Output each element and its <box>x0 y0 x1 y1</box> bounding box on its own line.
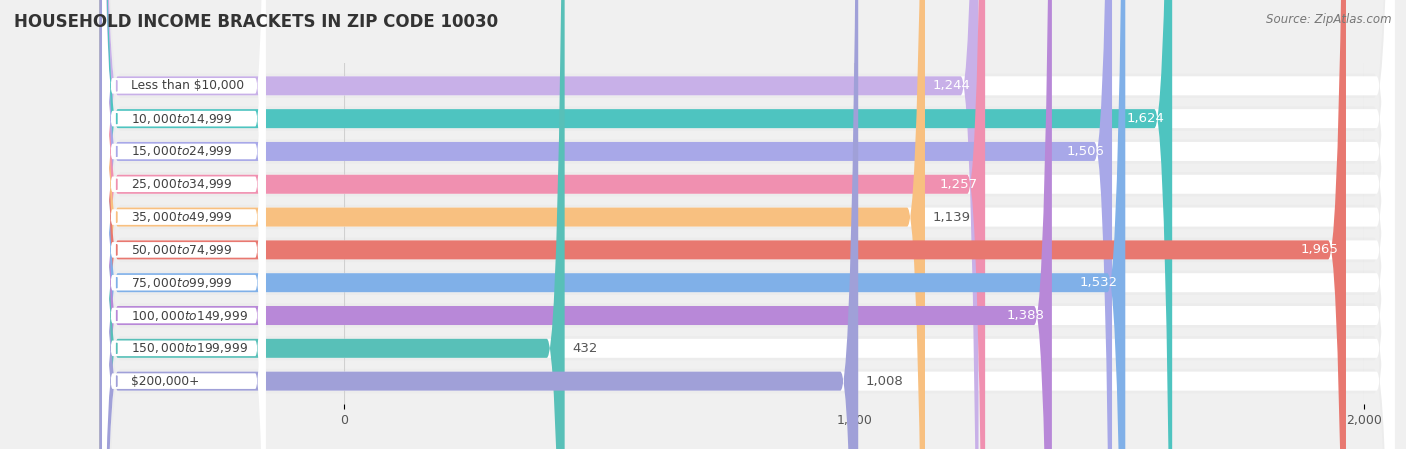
FancyBboxPatch shape <box>100 0 1173 449</box>
FancyBboxPatch shape <box>100 0 1112 449</box>
FancyBboxPatch shape <box>100 0 1395 449</box>
FancyBboxPatch shape <box>103 0 266 449</box>
Text: $15,000 to $24,999: $15,000 to $24,999 <box>131 145 232 158</box>
Text: $25,000 to $34,999: $25,000 to $34,999 <box>131 177 232 191</box>
FancyBboxPatch shape <box>103 0 266 449</box>
Text: 1,388: 1,388 <box>1007 309 1045 322</box>
FancyBboxPatch shape <box>100 0 979 449</box>
FancyBboxPatch shape <box>100 0 1395 449</box>
FancyBboxPatch shape <box>100 0 1395 449</box>
FancyBboxPatch shape <box>100 0 1052 449</box>
Text: 1,008: 1,008 <box>866 374 904 387</box>
FancyBboxPatch shape <box>103 0 266 449</box>
Text: $35,000 to $49,999: $35,000 to $49,999 <box>131 210 232 224</box>
FancyBboxPatch shape <box>103 0 266 449</box>
FancyBboxPatch shape <box>100 0 1395 449</box>
FancyBboxPatch shape <box>100 0 1395 449</box>
FancyBboxPatch shape <box>100 0 1395 449</box>
Text: 1,244: 1,244 <box>934 79 972 92</box>
FancyBboxPatch shape <box>103 0 266 449</box>
FancyBboxPatch shape <box>100 0 1395 449</box>
Text: $200,000+: $200,000+ <box>131 374 200 387</box>
FancyBboxPatch shape <box>100 0 1395 449</box>
Text: 1,965: 1,965 <box>1301 243 1339 256</box>
Text: HOUSEHOLD INCOME BRACKETS IN ZIP CODE 10030: HOUSEHOLD INCOME BRACKETS IN ZIP CODE 10… <box>14 13 498 31</box>
FancyBboxPatch shape <box>100 0 1395 449</box>
Text: 1,506: 1,506 <box>1067 145 1104 158</box>
FancyBboxPatch shape <box>103 0 266 449</box>
Text: 1,139: 1,139 <box>932 211 970 224</box>
Text: $150,000 to $199,999: $150,000 to $199,999 <box>131 341 247 355</box>
FancyBboxPatch shape <box>103 0 266 449</box>
FancyBboxPatch shape <box>100 0 1125 449</box>
FancyBboxPatch shape <box>100 0 565 449</box>
Text: 1,532: 1,532 <box>1080 276 1118 289</box>
FancyBboxPatch shape <box>103 0 266 449</box>
FancyBboxPatch shape <box>100 0 1395 449</box>
Text: $75,000 to $99,999: $75,000 to $99,999 <box>131 276 232 290</box>
FancyBboxPatch shape <box>100 0 858 449</box>
FancyBboxPatch shape <box>103 0 266 449</box>
FancyBboxPatch shape <box>100 0 1395 449</box>
FancyBboxPatch shape <box>100 0 1395 449</box>
FancyBboxPatch shape <box>100 0 986 449</box>
FancyBboxPatch shape <box>100 0 1395 449</box>
Text: Source: ZipAtlas.com: Source: ZipAtlas.com <box>1267 13 1392 26</box>
Text: $10,000 to $14,999: $10,000 to $14,999 <box>131 112 232 126</box>
FancyBboxPatch shape <box>103 0 266 449</box>
FancyBboxPatch shape <box>100 0 1395 449</box>
FancyBboxPatch shape <box>100 0 1395 449</box>
FancyBboxPatch shape <box>100 0 1346 449</box>
Text: 1,257: 1,257 <box>939 178 977 191</box>
Text: $50,000 to $74,999: $50,000 to $74,999 <box>131 243 232 257</box>
FancyBboxPatch shape <box>100 0 1395 449</box>
Text: $100,000 to $149,999: $100,000 to $149,999 <box>131 308 247 322</box>
FancyBboxPatch shape <box>100 0 1395 449</box>
Text: 432: 432 <box>572 342 598 355</box>
FancyBboxPatch shape <box>100 0 925 449</box>
FancyBboxPatch shape <box>100 0 1395 449</box>
FancyBboxPatch shape <box>100 0 1395 449</box>
Text: Less than $10,000: Less than $10,000 <box>131 79 245 92</box>
Text: 1,624: 1,624 <box>1126 112 1164 125</box>
FancyBboxPatch shape <box>100 0 1395 449</box>
